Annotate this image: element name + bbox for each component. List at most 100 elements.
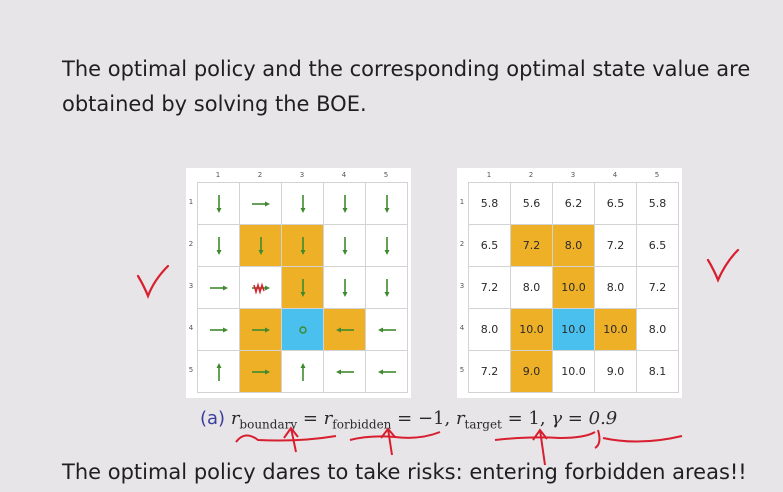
state-value: 9.0 <box>606 365 625 378</box>
policy-cell <box>324 183 366 225</box>
checkmark-right-icon <box>706 248 740 283</box>
policy-col-label: 1 <box>215 171 221 179</box>
policy-grid-panel: 1 2 3 4 5 1 2 3 4 5 <box>186 168 411 398</box>
arrow-right-icon <box>209 285 228 290</box>
r-symbol-forbidden: r <box>323 408 333 429</box>
policy-cell <box>198 183 240 225</box>
state-value: 8.1 <box>648 365 667 378</box>
policy-col-label: 2 <box>257 171 263 179</box>
figure-caption: (a) rboundary = rforbidden = −1, rtarget… <box>200 408 618 432</box>
value-row-label: 2 <box>459 240 465 248</box>
policy-cell <box>240 267 282 309</box>
policy-cell <box>366 351 408 393</box>
arrow-right-icon <box>209 327 228 332</box>
state-value: 7.2 <box>648 281 667 294</box>
state-value: 8.0 <box>564 239 583 252</box>
state-value: 10.0 <box>603 323 628 336</box>
arrow-down-icon <box>300 278 305 297</box>
arrow-left-icon <box>377 369 396 374</box>
value-row-label: 5 <box>459 366 465 374</box>
value-col-label: 2 <box>528 171 534 179</box>
arrow-left-icon <box>377 327 396 332</box>
policy-cell <box>198 351 240 393</box>
policy-cell <box>282 351 324 393</box>
value-cell: 10.0 <box>553 309 595 351</box>
policy-cell <box>282 225 324 267</box>
target-subscript: target <box>464 417 502 432</box>
policy-cell <box>366 225 408 267</box>
caption-label: (a) <box>200 408 226 429</box>
value-grid-panel: 1 2 3 4 5 1 2 3 4 5 5.8 5.6 6.2 6.5 5.8 6.5 7.2 8.0 7.2 6… <box>457 168 682 398</box>
policy-cell <box>240 225 282 267</box>
state-value: 6.5 <box>480 239 499 252</box>
value-cell: 5.8 <box>469 183 511 225</box>
state-value: 8.0 <box>606 281 625 294</box>
value-cell: 9.0 <box>595 351 637 393</box>
value-cell: 7.2 <box>637 267 679 309</box>
arrow-up-icon <box>300 362 305 381</box>
forbidden-subscript: forbidden <box>332 417 392 432</box>
state-value: 6.5 <box>648 239 667 252</box>
state-value: 5.8 <box>648 197 667 210</box>
arrow-down-icon <box>300 236 305 255</box>
state-value: 10.0 <box>561 281 586 294</box>
policy-cell <box>198 309 240 351</box>
value-cell: 8.1 <box>637 351 679 393</box>
policy-cell <box>366 267 408 309</box>
policy-row-label: 5 <box>188 366 194 374</box>
arrow-up-icon <box>216 362 221 381</box>
policy-col-label: 5 <box>383 171 389 179</box>
policy-cell <box>198 225 240 267</box>
state-value: 6.5 <box>606 197 625 210</box>
policy-cell <box>240 183 282 225</box>
arrow-right-icon <box>251 369 270 374</box>
value-col-label: 4 <box>612 171 618 179</box>
value-cell: 10.0 <box>553 267 595 309</box>
r-symbol-target: r <box>455 408 465 429</box>
value-row-label: 4 <box>459 324 465 332</box>
state-value: 10.0 <box>561 323 586 336</box>
gamma-value: γ = 0.9 <box>551 408 618 429</box>
state-value: 7.2 <box>480 281 499 294</box>
value-cell: 8.0 <box>637 309 679 351</box>
value-cell: 10.0 <box>553 351 595 393</box>
checkmark-left-icon <box>136 264 170 300</box>
policy-cell <box>324 267 366 309</box>
arrow-right-icon <box>251 327 270 332</box>
value-cell: 5.6 <box>511 183 553 225</box>
policy-cell <box>282 267 324 309</box>
value-col-label: 1 <box>486 171 492 179</box>
value-cell: 8.0 <box>469 309 511 351</box>
arrow-down-icon <box>384 236 389 255</box>
value-row-label: 1 <box>459 198 465 206</box>
state-value: 10.0 <box>519 323 544 336</box>
value-cell: 7.2 <box>511 225 553 267</box>
policy-row-label: 4 <box>188 324 194 332</box>
value-cell: 5.8 <box>637 183 679 225</box>
value-col-label: 5 <box>654 171 660 179</box>
state-value: 8.0 <box>480 323 499 336</box>
intro-text: The optimal policy and the corresponding… <box>62 57 751 116</box>
value-grid: 5.8 5.6 6.2 6.5 5.8 6.5 7.2 8.0 7.2 6.5 7.2 8.0 10.0… <box>468 182 679 393</box>
policy-cell <box>282 309 324 351</box>
policy-cell <box>282 183 324 225</box>
value-cell: 6.5 <box>469 225 511 267</box>
value-cell: 10.0 <box>511 309 553 351</box>
state-value: 10.0 <box>561 365 586 378</box>
policy-cell <box>366 309 408 351</box>
state-value: 6.2 <box>564 197 583 210</box>
value-cell: 6.5 <box>595 183 637 225</box>
policy-row-label: 1 <box>188 198 194 206</box>
state-value: 7.2 <box>606 239 625 252</box>
policy-cell <box>324 309 366 351</box>
policy-row-label: 2 <box>188 240 194 248</box>
policy-cell <box>198 267 240 309</box>
value-col-labels: 1 2 3 4 5 <box>457 168 682 182</box>
arrow-down-icon <box>216 236 221 255</box>
arrow-down-icon <box>342 278 347 297</box>
value-cell: 8.0 <box>553 225 595 267</box>
arrow-down-icon <box>300 194 305 213</box>
arrow-left-icon <box>335 327 354 332</box>
state-value: 7.2 <box>522 239 541 252</box>
policy-cell <box>324 351 366 393</box>
